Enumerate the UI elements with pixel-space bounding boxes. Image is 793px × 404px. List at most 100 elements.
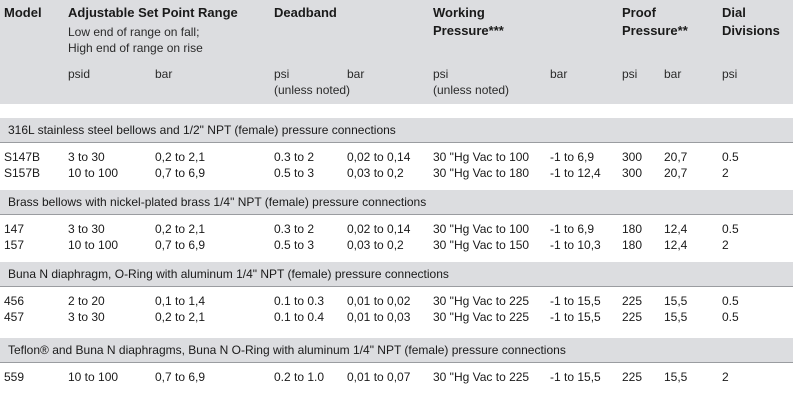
cell-deadband-psi: 0.2 to 1.0 <box>274 370 325 384</box>
section-header: Brass bellows with nickel-plated brass 1… <box>0 190 793 215</box>
section-title: Buna N diaphragm, O-Ring with aluminum 1… <box>8 267 449 281</box>
header-proof-pressure-line1: Proof <box>622 5 656 20</box>
cell-deadband-bar: 0,01 to 0,07 <box>347 370 411 384</box>
header-dial-divisions-line2: Divisions <box>722 23 780 38</box>
cell-deadband-psi: 0.3 to 2 <box>274 222 315 236</box>
cell-proof-psi: 225 <box>622 310 643 324</box>
cell-bar-range: 0,2 to 2,1 <box>155 150 206 164</box>
cell-dial-divisions: 0.5 <box>722 222 739 236</box>
section-title: Teflon® and Buna N diaphragms, Buna N O-… <box>8 343 566 357</box>
cell-bar-range: 0,7 to 6,9 <box>155 370 206 384</box>
cell-model: 559 <box>4 370 25 384</box>
cell-deadband-psi: 0.1 to 0.4 <box>274 310 325 324</box>
cell-proof-psi: 225 <box>622 370 643 384</box>
cell-working-psi: 30 "Hg Vac to 225 <box>433 294 530 308</box>
cell-model: 147 <box>4 222 25 236</box>
header-deadband: Deadband <box>274 5 337 20</box>
cell-proof-psi: 300 <box>622 166 643 180</box>
cell-dial-divisions: 0.5 <box>722 310 739 324</box>
cell-deadband-bar: 0,01 to 0,03 <box>347 310 411 324</box>
cell-working-bar: -1 to 15,5 <box>550 310 601 324</box>
cell-dial-divisions: 2 <box>722 370 729 384</box>
cell-model: 157 <box>4 238 25 252</box>
cell-model: 457 <box>4 310 25 324</box>
cell-working-psi: 30 "Hg Vac to 150 <box>433 238 530 252</box>
cell-working-bar: -1 to 6,9 <box>550 150 595 164</box>
cell-psid-range: 10 to 100 <box>68 238 119 252</box>
cell-working-psi: 30 "Hg Vac to 100 <box>433 150 530 164</box>
cell-working-bar: -1 to 10,3 <box>550 238 601 252</box>
cell-model: S157B <box>4 166 41 180</box>
cell-proof-bar: 12,4 <box>664 222 688 236</box>
cell-deadband-psi: 0.5 to 3 <box>274 238 315 252</box>
header-working-pressure-line1: Working <box>433 5 485 20</box>
cell-dial-divisions: 0.5 <box>722 150 739 164</box>
cell-deadband-bar: 0,03 to 0,2 <box>347 166 404 180</box>
cell-working-psi: 30 "Hg Vac to 100 <box>433 222 530 236</box>
cell-proof-bar: 15,5 <box>664 294 688 308</box>
cell-proof-psi: 180 <box>622 238 643 252</box>
cell-proof-psi: 180 <box>622 222 643 236</box>
header-range-note-rise: High end of range on rise <box>68 41 203 55</box>
cell-psid-range: 10 to 100 <box>68 370 119 384</box>
cell-deadband-psi: 0.3 to 2 <box>274 150 315 164</box>
cell-psid-range: 3 to 30 <box>68 150 105 164</box>
cell-proof-bar: 15,5 <box>664 370 688 384</box>
unit-bar-working: bar <box>550 67 568 81</box>
unit-bar-deadband: bar <box>347 67 365 81</box>
cell-deadband-bar: 0,01 to 0,02 <box>347 294 411 308</box>
cell-proof-bar: 20,7 <box>664 150 688 164</box>
cell-psid-range: 10 to 100 <box>68 166 119 180</box>
unit-psi-working: psi <box>433 67 449 81</box>
cell-model: S147B <box>4 150 41 164</box>
header-proof-pressure-line2: Pressure** <box>622 23 688 38</box>
cell-psid-range: 3 to 30 <box>68 310 105 324</box>
section-header: Teflon® and Buna N diaphragms, Buna N O-… <box>0 338 793 363</box>
section-title: Brass bellows with nickel-plated brass 1… <box>8 195 427 209</box>
cell-deadband-bar: 0,03 to 0,2 <box>347 238 404 252</box>
cell-dial-divisions: 2 <box>722 166 729 180</box>
cell-psid-range: 3 to 30 <box>68 222 105 236</box>
cell-working-bar: -1 to 12,4 <box>550 166 601 180</box>
cell-working-psi: 30 "Hg Vac to 225 <box>433 370 530 384</box>
cell-working-bar: -1 to 6,9 <box>550 222 595 236</box>
cell-psid-range: 2 to 20 <box>68 294 105 308</box>
cell-bar-range: 0,1 to 1,4 <box>155 294 206 308</box>
cell-bar-range: 0,2 to 2,1 <box>155 310 206 324</box>
cell-dial-divisions: 0.5 <box>722 294 739 308</box>
unit-psid: psid <box>68 67 91 81</box>
cell-proof-bar: 20,7 <box>664 166 688 180</box>
unit-deadband-unless-noted: (unless noted) <box>274 83 351 97</box>
cell-proof-psi: 300 <box>622 150 643 164</box>
cell-proof-psi: 225 <box>622 294 643 308</box>
cell-working-psi: 30 "Hg Vac to 225 <box>433 310 530 324</box>
cell-deadband-psi: 0.5 to 3 <box>274 166 315 180</box>
cell-dial-divisions: 2 <box>722 238 729 252</box>
unit-psi-deadband: psi <box>274 67 290 81</box>
header-dial-divisions-line1: Dial <box>722 5 746 20</box>
cell-working-bar: -1 to 15,5 <box>550 370 601 384</box>
header-range-note-fall: Low end of range on fall; <box>68 25 200 39</box>
unit-psi-dial: psi <box>722 67 738 81</box>
section-header: Buna N diaphragm, O-Ring with aluminum 1… <box>0 262 793 287</box>
cell-deadband-bar: 0,02 to 0,14 <box>347 222 411 236</box>
cell-bar-range: 0,7 to 6,9 <box>155 166 206 180</box>
unit-bar-range: bar <box>155 67 173 81</box>
header-working-pressure-line2: Pressure*** <box>433 23 504 38</box>
section-header: 316L stainless steel bellows and 1/2" NP… <box>0 118 793 143</box>
cell-working-bar: -1 to 15,5 <box>550 294 601 308</box>
section-title: 316L stainless steel bellows and 1/2" NP… <box>8 123 396 137</box>
cell-deadband-psi: 0.1 to 0.3 <box>274 294 325 308</box>
cell-bar-range: 0,7 to 6,9 <box>155 238 206 252</box>
unit-working-unless-noted: (unless noted) <box>433 83 510 97</box>
table-header-band <box>0 0 793 104</box>
cell-working-psi: 30 "Hg Vac to 180 <box>433 166 530 180</box>
header-model: Model <box>4 5 42 20</box>
cell-proof-bar: 12,4 <box>664 238 688 252</box>
cell-model: 456 <box>4 294 25 308</box>
unit-bar-proof: bar <box>664 67 682 81</box>
unit-psi-proof: psi <box>622 67 638 81</box>
header-set-point-range: Adjustable Set Point Range <box>68 5 238 20</box>
cell-bar-range: 0,2 to 2,1 <box>155 222 206 236</box>
cell-proof-bar: 15,5 <box>664 310 688 324</box>
